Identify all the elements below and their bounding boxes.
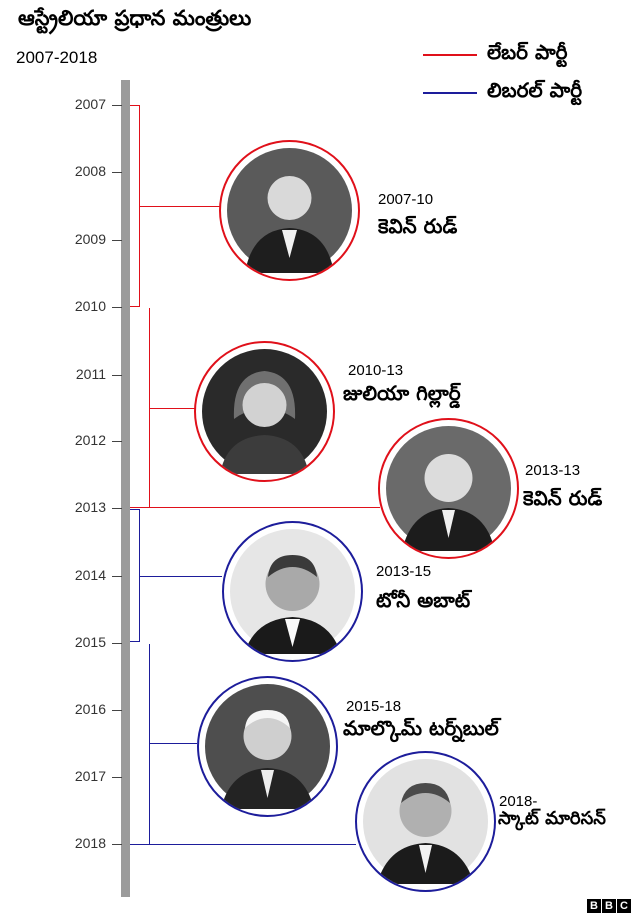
- person-silhouette-icon: [227, 148, 352, 273]
- portrait-turnbull: [197, 676, 338, 817]
- year-tick: [112, 375, 122, 376]
- year-tick: [112, 105, 122, 106]
- portrait-rudd-2013: [378, 418, 519, 559]
- portrait-gillard: [194, 341, 335, 482]
- term-connector-rudd1: [139, 206, 221, 207]
- pm-years: 2013-15: [376, 563, 432, 580]
- bbc-logo-block: B: [587, 899, 601, 913]
- pm-name: కెవిన్ రుడ్: [523, 486, 603, 510]
- year-label: 2011: [75, 366, 106, 382]
- person-silhouette-icon: [386, 426, 511, 551]
- term-bracket-rudd1-bottom: [130, 306, 140, 307]
- pm-name: టోనీ అబాట్: [376, 588, 471, 612]
- term-bracket-rudd1-top: [130, 105, 140, 106]
- portrait-morrison: [355, 751, 496, 892]
- person-silhouette-icon: [202, 349, 327, 474]
- year-label: 2017: [74, 768, 106, 784]
- year-label: 2015: [74, 634, 106, 650]
- legend-line-liberal: [423, 92, 477, 94]
- pm-name: జులియా గిల్లార్డ్: [343, 381, 461, 405]
- portrait-abbott: [222, 521, 363, 662]
- bbc-logo: B B C: [587, 899, 631, 913]
- year-tick: [112, 240, 122, 241]
- term-bracket-abbott-span: [139, 509, 140, 642]
- pm-years: 2010-13: [348, 362, 404, 379]
- year-tick: [112, 172, 122, 173]
- year-tick: [112, 777, 122, 778]
- term-bracket-abbott-top: [130, 509, 140, 510]
- pm-name: స్కాట్ మారిసన్: [498, 808, 606, 829]
- person-silhouette-icon: [230, 529, 355, 654]
- year-tick: [112, 576, 122, 577]
- term-bracket-abbott-bottom: [130, 641, 140, 642]
- pm-years: 2007-10: [378, 191, 434, 208]
- legend-label-liberal: లిబరల్ పార్టీ: [487, 78, 583, 102]
- year-tick: [112, 307, 122, 308]
- year-label: 2012: [74, 432, 106, 448]
- term-connector-gillard: [149, 408, 199, 409]
- chart-subtitle: 2007-2018: [16, 48, 98, 67]
- timeline-axis: [121, 80, 130, 897]
- year-label: 2007: [74, 96, 106, 112]
- year-label: 2018: [74, 835, 106, 851]
- person-silhouette-icon: [205, 684, 330, 809]
- year-tick: [112, 508, 122, 509]
- year-label: 2008: [74, 163, 106, 179]
- year-label: 2016: [74, 701, 106, 717]
- term-bracket-turnbull-span: [149, 644, 150, 844]
- term-connector-morrison: [130, 844, 356, 845]
- year-tick: [112, 643, 122, 644]
- person-silhouette-icon: [363, 759, 488, 884]
- year-label: 2009: [74, 231, 106, 247]
- pm-years: 2013-13: [525, 462, 581, 479]
- year-tick: [112, 710, 122, 711]
- year-label: 2014: [74, 567, 106, 583]
- pm-years: 2015-18: [346, 698, 402, 715]
- portrait-rudd-2007: [219, 140, 360, 281]
- bbc-logo-block: C: [617, 899, 631, 913]
- term-connector-abbott: [139, 576, 222, 577]
- bbc-logo-block: B: [602, 899, 616, 913]
- pm-name: కెవిన్ రుడ్: [378, 214, 458, 238]
- year-tick: [112, 844, 122, 845]
- pm-years: 2018-: [499, 793, 538, 810]
- year-label: 2010: [74, 298, 106, 314]
- term-connector-turnbull: [149, 743, 197, 744]
- year-label: 2013: [74, 499, 106, 515]
- legend-line-labor: [423, 54, 477, 56]
- chart-title: ఆస్ట్రేలియా ప్రధాన మంత్రులు: [18, 6, 252, 30]
- legend-label-labor: లేబర్ పార్టీ: [487, 40, 568, 64]
- pm-name: మాల్కొమ్ టర్న్‌బుల్: [343, 716, 499, 740]
- year-tick: [112, 441, 122, 442]
- term-connector-rudd2: [130, 507, 380, 508]
